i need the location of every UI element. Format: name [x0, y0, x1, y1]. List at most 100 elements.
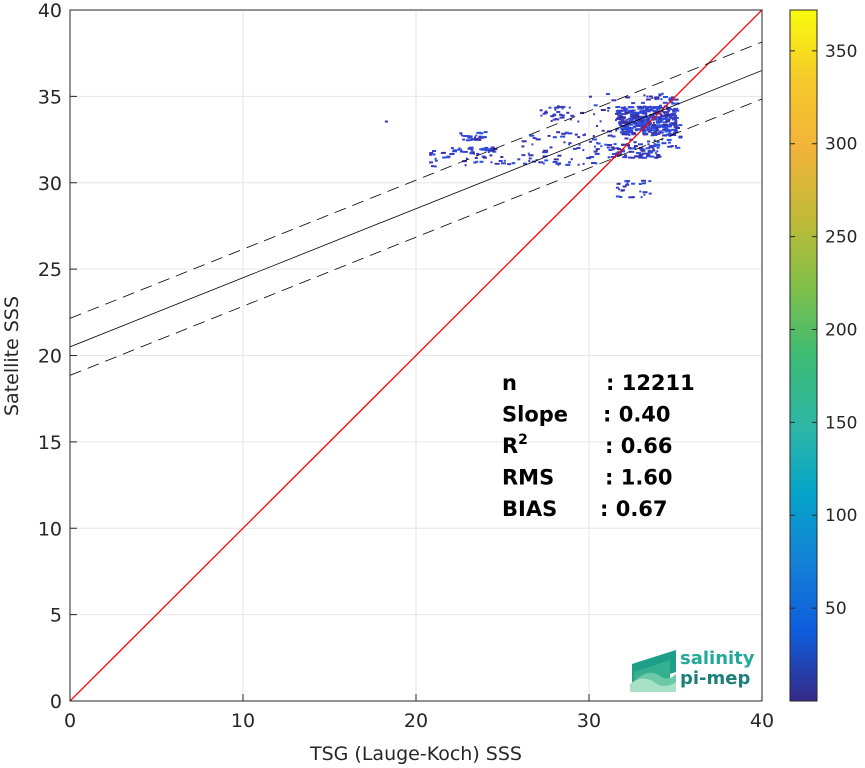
density-cell: [432, 150, 436, 152]
density-cell: [666, 129, 672, 132]
density-cell: [464, 164, 467, 167]
density-cell: [633, 145, 638, 148]
density-cell: [678, 124, 683, 127]
density-cell: [469, 152, 473, 154]
density-cell: [620, 127, 625, 130]
density-cell: [470, 151, 475, 154]
density-cell: [674, 145, 677, 147]
density-cell: [624, 110, 628, 113]
density-cell: [648, 125, 651, 128]
density-cell: [656, 150, 659, 153]
density-cell: [607, 109, 610, 112]
density-cell: [655, 128, 658, 131]
density-cell: [660, 110, 663, 113]
density-cell: [592, 138, 597, 141]
colorbar-tick-label: 250: [825, 228, 857, 248]
density-cell: [640, 106, 646, 109]
lower-confidence-line: [70, 98, 762, 376]
density-cell: [615, 186, 619, 189]
density-cell: [641, 152, 647, 155]
density-cell: [636, 152, 641, 154]
y-tick-label: 15: [38, 432, 62, 454]
density-cell: [552, 113, 556, 116]
density-cell: [672, 109, 676, 111]
density-cell: [611, 135, 616, 138]
density-cell: [673, 129, 678, 132]
density-cell: [561, 132, 567, 135]
density-cell: [669, 101, 673, 104]
density-cell: [481, 136, 485, 139]
density-cell: [615, 112, 618, 115]
density-cell: [674, 109, 677, 112]
density-cell: [615, 119, 617, 122]
density-cell: [657, 107, 661, 110]
density-cell: [642, 132, 647, 135]
density-cell: [642, 182, 646, 185]
density-cell: [634, 123, 639, 126]
salinity-pi-mep-logo: salinity pi-mep: [630, 648, 755, 692]
density-cell: [668, 132, 671, 135]
density-cell: [600, 145, 603, 148]
density-cell: [655, 156, 660, 159]
density-cell: [589, 140, 593, 143]
density-cell: [521, 154, 526, 157]
density-cell: [468, 135, 473, 138]
density-cell: [623, 130, 627, 133]
density-cell: [672, 118, 677, 121]
density-cell: [642, 126, 648, 129]
density-cell: [568, 142, 572, 145]
density-cell: [638, 183, 642, 185]
density-cell: [667, 107, 672, 110]
density-cell: [648, 95, 653, 98]
density-cell: [550, 120, 553, 122]
density-cell: [626, 182, 629, 185]
density-cell: [673, 98, 679, 101]
density-cell: [650, 125, 656, 128]
density-cell: [620, 106, 625, 109]
density-cell: [651, 131, 656, 134]
density-cell: [651, 145, 656, 148]
density-cell: [673, 123, 678, 126]
density-cell: [667, 110, 670, 113]
density-cell: [636, 105, 641, 108]
density-cell: [642, 191, 648, 194]
density-cell: [637, 107, 642, 110]
density-cell: [653, 143, 656, 146]
density-cell: [628, 126, 631, 129]
density-cell: [481, 147, 485, 150]
density-cell: [666, 125, 672, 128]
density-cell: [615, 129, 618, 132]
density-cell: [555, 162, 561, 165]
density-cloud: [384, 92, 683, 199]
density-cell: [457, 148, 463, 151]
density-cell: [563, 141, 566, 144]
density-cell: [549, 146, 553, 149]
density-cell: [652, 124, 656, 127]
density-cell: [624, 154, 627, 157]
density-cell: [654, 117, 659, 120]
density-cell: [661, 142, 667, 145]
density-cell: [593, 145, 596, 148]
logo-line-2: pi-mep: [680, 668, 750, 689]
density-cell: [517, 158, 521, 161]
density-cell: [640, 196, 643, 199]
density-cell: [673, 125, 678, 127]
density-cell: [469, 138, 473, 141]
density-cell: [672, 110, 675, 113]
density-cell: [665, 120, 670, 123]
density-cell: [664, 130, 668, 133]
density-cell: [665, 133, 671, 136]
density-cell: [660, 114, 665, 117]
density-cell: [667, 141, 671, 144]
density-cell: [552, 136, 557, 139]
density-cell: [577, 120, 580, 123]
density-cell: [639, 190, 642, 193]
density-cell: [659, 119, 663, 122]
density-cell: [641, 129, 646, 132]
density-cell: [654, 152, 657, 155]
stat-label: BIAS: [502, 497, 557, 521]
density-cell: [645, 106, 651, 109]
density-cell: [674, 117, 679, 119]
density-cell: [606, 146, 610, 149]
density-cell: [617, 148, 621, 151]
